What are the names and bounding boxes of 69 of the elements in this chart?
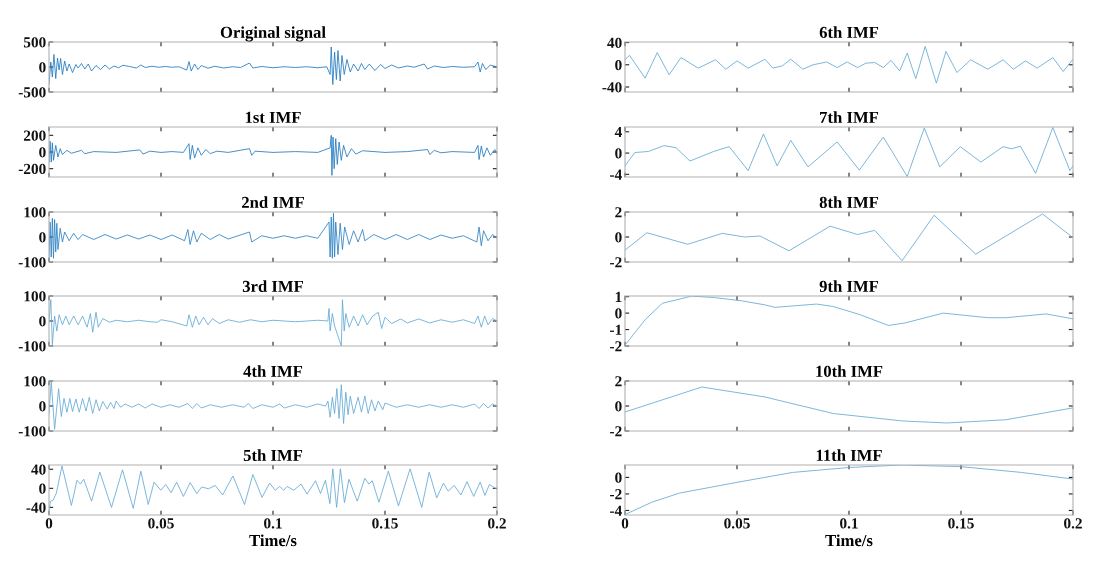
chart-title: 5th IMF xyxy=(243,449,303,461)
x-tick-label: 0.1 xyxy=(840,518,858,529)
y-tick-label: 500 xyxy=(23,37,46,48)
y-tick-label: 0 xyxy=(39,147,46,158)
line-series xyxy=(49,381,497,430)
x-tick-label: 0.15 xyxy=(948,518,974,529)
chart-title: 8th IMF xyxy=(819,196,879,208)
x-tick-label: 0.15 xyxy=(372,518,398,529)
line-series xyxy=(625,465,1073,515)
y-tick-label: 0 xyxy=(615,232,622,243)
chart-title: 9th IMF xyxy=(819,280,879,292)
y-tick-label: -200 xyxy=(18,163,46,175)
y-tick-label: 2 xyxy=(615,207,622,218)
y-tick-label: -2 xyxy=(610,257,622,268)
chart-title: Original signal xyxy=(220,26,326,42)
x-tick-label: 0.05 xyxy=(724,518,750,529)
chart-title: 10th IMF xyxy=(816,365,883,377)
x-tick-label: 0.1 xyxy=(264,518,282,529)
y-tick-label: -1 xyxy=(610,324,622,335)
y-tick-label: 40 xyxy=(607,37,622,49)
line-series xyxy=(625,46,1073,84)
chart-title: 2nd IMF xyxy=(241,196,304,208)
y-tick-label: 100 xyxy=(24,291,46,302)
y-tick-label: -100 xyxy=(18,426,46,437)
y-tick-label: -100 xyxy=(18,257,46,268)
line-series xyxy=(625,296,1073,346)
y-tick-label: 1 xyxy=(615,291,622,302)
x-tick-label: 0.2 xyxy=(488,518,506,529)
y-tick-label: 100 xyxy=(24,207,46,218)
chart-title: 7th IMF xyxy=(820,111,879,123)
y-tick-label: 0 xyxy=(615,401,622,412)
line-series xyxy=(49,212,497,262)
y-tick-label: 0 xyxy=(615,472,622,483)
y-tick-label: 0 xyxy=(39,62,46,73)
x-axis-title: Time/s xyxy=(249,534,297,547)
y-tick-label: 200 xyxy=(23,130,46,141)
y-tick-label: 0 xyxy=(39,316,46,327)
x-axis-title: Time/s xyxy=(825,534,873,547)
y-tick-label: -4 xyxy=(610,505,622,516)
x-tick-label: 0.2 xyxy=(1064,518,1082,529)
y-tick-label: -2 xyxy=(610,489,622,500)
chart-title: 6th IMF xyxy=(819,26,879,38)
y-tick-label: 2 xyxy=(615,376,622,387)
line-series xyxy=(625,213,1073,262)
y-tick-label: 4 xyxy=(614,127,622,138)
y-tick-label: 0 xyxy=(39,232,46,243)
y-tick-label: -4 xyxy=(610,169,622,180)
y-tick-label: 0 xyxy=(615,308,622,319)
y-tick-label: 40 xyxy=(31,464,46,475)
chart-title: 3rd IMF xyxy=(242,280,303,292)
line-series xyxy=(625,127,1073,177)
y-tick-label: 0 xyxy=(39,401,46,412)
chart-title: 1st IMF xyxy=(245,111,301,123)
y-tick-label: -40 xyxy=(26,502,46,513)
y-tick-label: 0 xyxy=(615,148,622,159)
x-tick-label: 0.05 xyxy=(148,518,174,529)
y-tick-label: 0 xyxy=(39,483,46,494)
chart-title: 11th IMF xyxy=(816,449,882,461)
y-tick-label: -40 xyxy=(602,82,622,93)
y-tick-label: -2 xyxy=(610,341,622,352)
y-tick-label: 0 xyxy=(615,59,622,71)
chart-title: 4th IMF xyxy=(243,365,303,377)
y-tick-label: -2 xyxy=(610,426,622,437)
y-tick-label: -100 xyxy=(18,341,46,352)
y-tick-label: 100 xyxy=(24,376,46,387)
y-tick-label: -500 xyxy=(18,87,46,98)
line-series xyxy=(49,46,497,85)
line-series xyxy=(625,386,1073,424)
line-series xyxy=(49,299,497,346)
